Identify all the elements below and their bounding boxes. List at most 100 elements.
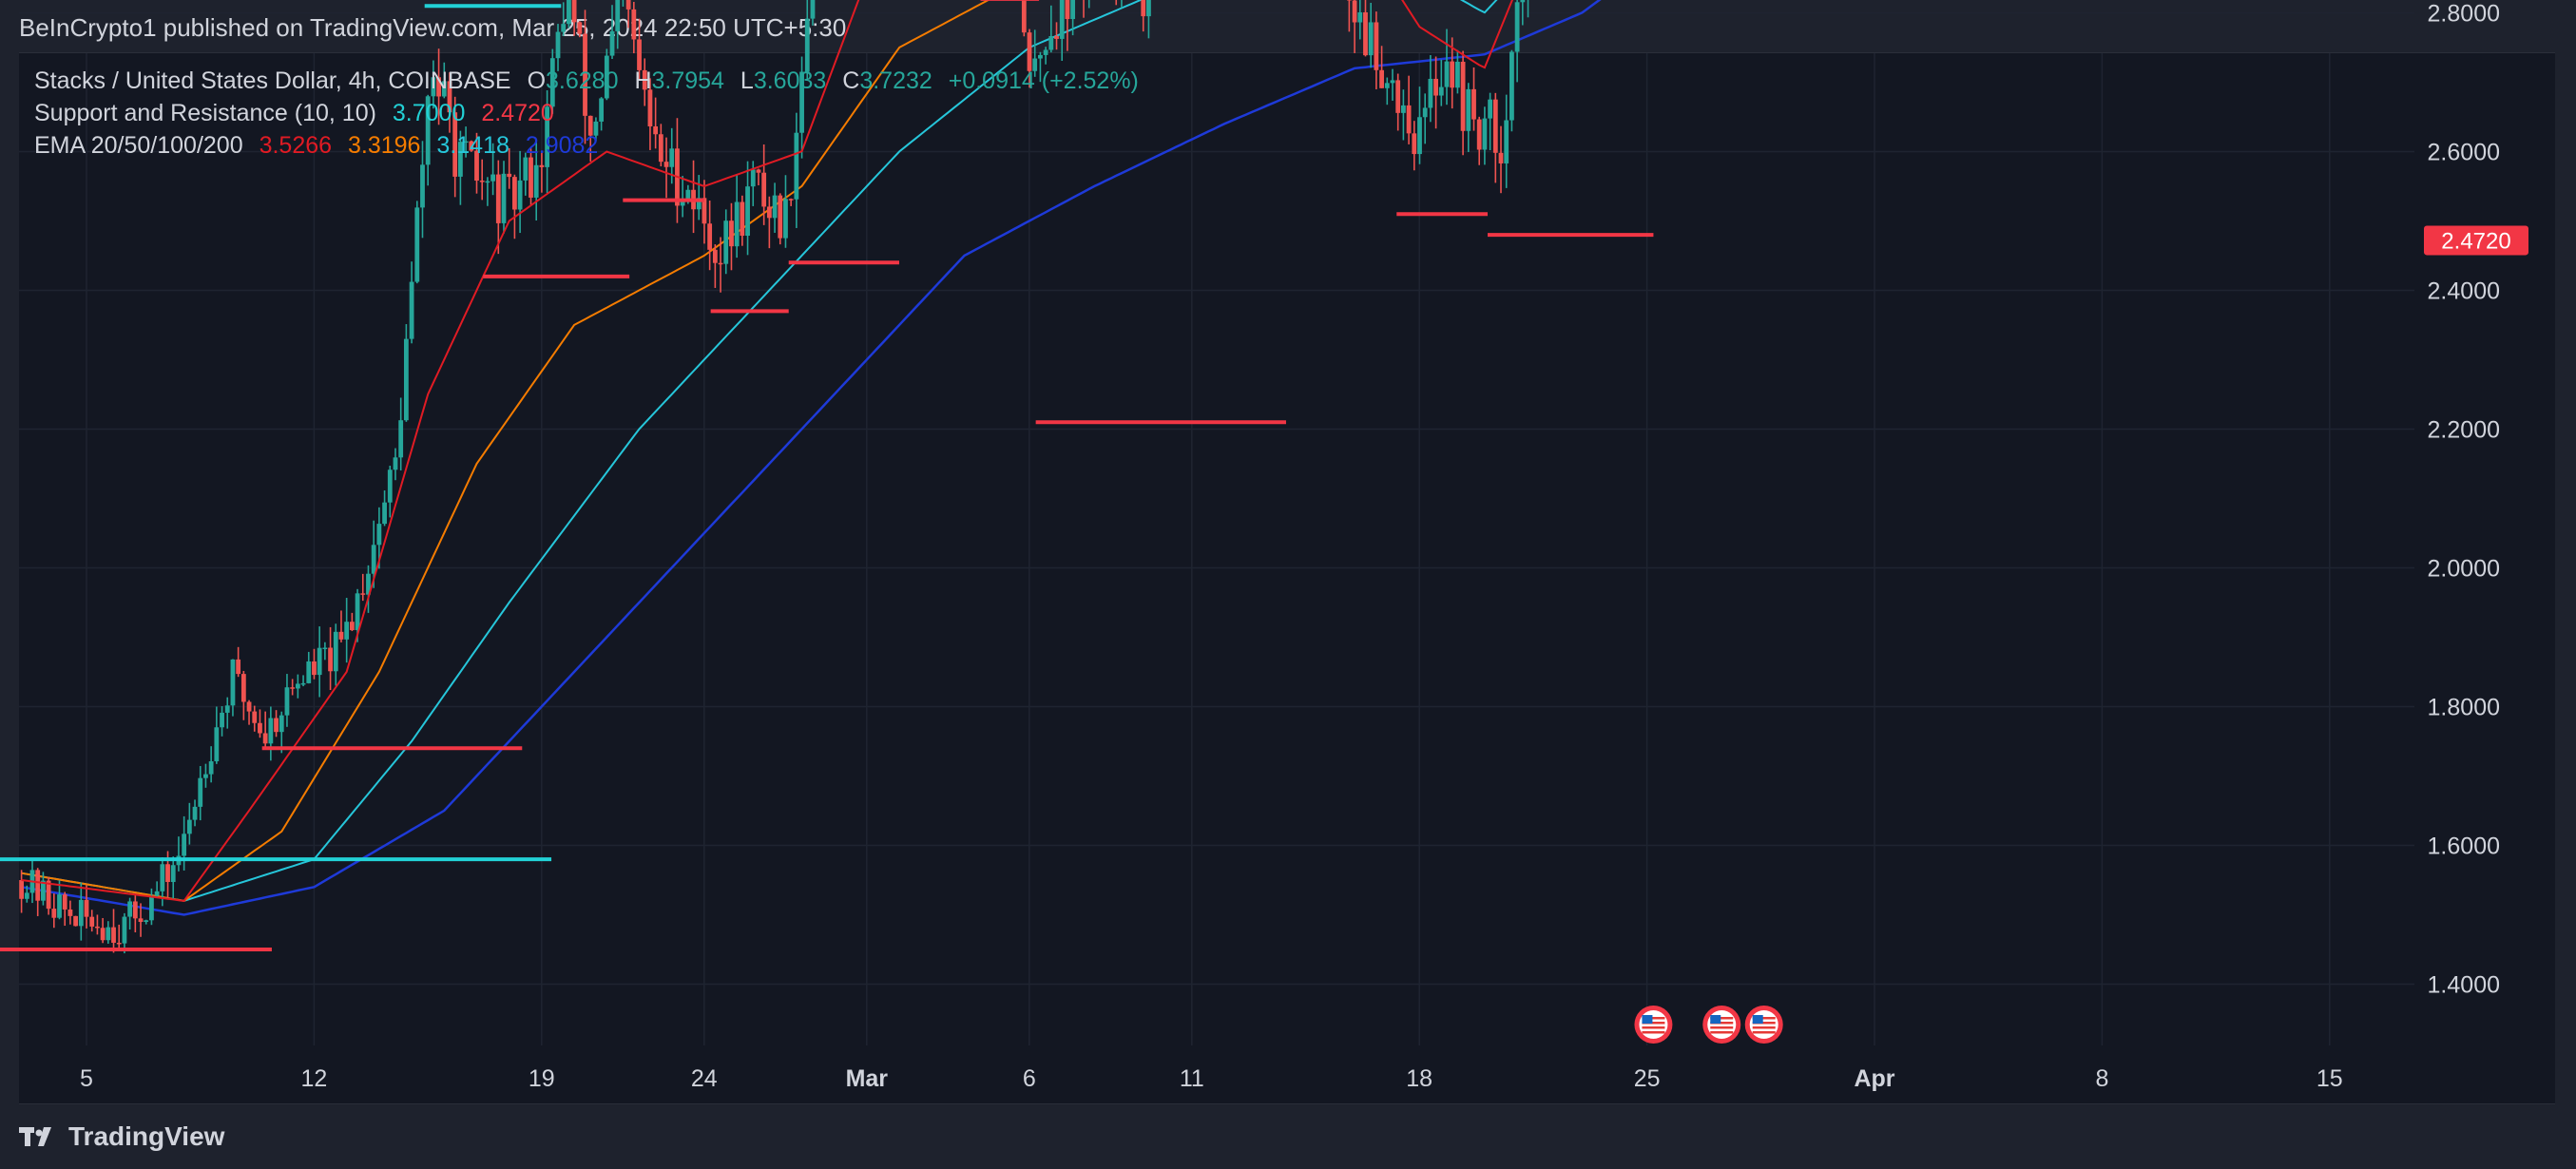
x-tick-label: Mar: [846, 1065, 889, 1092]
candle-body: [1021, 0, 1027, 33]
x-tick-label: 12: [300, 1065, 327, 1092]
candle-body: [1471, 88, 1476, 120]
candle-body: [567, 0, 571, 25]
ema50-value: 3.3196: [348, 132, 421, 159]
candle-body: [533, 164, 539, 198]
candle-body: [740, 201, 745, 237]
candle-body: [1065, 0, 1070, 20]
candle-body: [366, 573, 371, 595]
candle-body: [1032, 58, 1038, 71]
event-flag-inner: [1639, 1010, 1668, 1039]
event-flag-stripe: [1710, 1017, 1734, 1020]
chart-area[interactable]: [19, 52, 2555, 1104]
candle-body: [344, 622, 350, 640]
ema100-value: 3.1418: [436, 132, 509, 159]
legend-ema-line: EMA 20/50/100/200 3.5266 3.3196 3.1418 2…: [34, 129, 1139, 162]
x-tick-label: 19: [529, 1065, 555, 1092]
candle-body: [46, 880, 51, 910]
candle-body: [761, 172, 767, 207]
price-label-bg: [2424, 225, 2528, 256]
candle-body: [1412, 133, 1417, 155]
candle-body: [240, 674, 246, 702]
candle-body: [132, 901, 138, 919]
candle-body: [398, 420, 404, 458]
candle-body: [1059, 0, 1065, 39]
candle-body: [474, 150, 479, 182]
candle-body: [414, 207, 420, 282]
candles: [19, 0, 1529, 954]
candle-body: [1043, 49, 1048, 55]
candle-body: [1514, 2, 1520, 52]
candle-body: [549, 58, 555, 107]
candle-body: [750, 169, 756, 187]
candle-body: [778, 195, 783, 239]
candle-body: [295, 683, 300, 689]
event-flag-canton: [1752, 1015, 1763, 1024]
event-flag-stripe: [1752, 1031, 1776, 1034]
candle-body: [469, 141, 474, 151]
y-tick-label: 1.4000: [2428, 972, 2500, 999]
candle-body: [73, 915, 79, 927]
candle-body: [84, 899, 89, 917]
candle-body: [1498, 152, 1504, 163]
x-tick-label: 25: [1634, 1065, 1661, 1092]
candle-body: [1466, 88, 1471, 131]
candle-body: [138, 918, 144, 923]
candle-body: [371, 545, 376, 574]
candle-body: [349, 622, 355, 631]
candle-body: [322, 647, 328, 650]
event-flag-icon: [1744, 1006, 1783, 1044]
candle-body: [192, 806, 198, 820]
candle-body: [100, 928, 106, 941]
candle-body: [1038, 54, 1043, 59]
candle-body: [523, 157, 529, 181]
candle-body: [1357, 11, 1363, 23]
candle-body: [1048, 35, 1054, 50]
event-flag-stripe: [1710, 1026, 1734, 1029]
candle-body: [529, 157, 533, 198]
candle-body: [328, 647, 333, 672]
candle-body: [306, 661, 312, 683]
candle-body: [268, 718, 274, 744]
candle-body: [317, 647, 322, 676]
footer-brand[interactable]: TradingView: [19, 1121, 224, 1152]
candle-body: [274, 718, 279, 733]
candle-body: [653, 125, 659, 135]
symbol-name[interactable]: Stacks / United States Dollar, 4h, COINB…: [34, 67, 511, 94]
candle-body: [1520, 0, 1526, 3]
candle-body: [1395, 80, 1401, 113]
candle-body: [35, 870, 41, 901]
candle-body: [355, 593, 360, 631]
candle-body: [637, 39, 642, 70]
candle-body: [252, 711, 258, 723]
candle-body: [599, 98, 605, 122]
candle-body: [290, 687, 296, 689]
price-label-text: 2.4720: [2441, 228, 2510, 254]
candle-body: [772, 195, 778, 219]
candle-body: [382, 502, 387, 525]
candle-body: [441, 81, 447, 97]
candle-body: [258, 722, 262, 734]
x-tick-label: 6: [1023, 1065, 1036, 1092]
candle-body: [24, 892, 29, 899]
publish-info: BeInCrypto1 published on TradingView.com…: [19, 13, 847, 42]
candle-body: [783, 199, 788, 239]
candle-body: [403, 338, 409, 421]
candle-body: [409, 281, 414, 339]
candle-body: [810, 0, 816, 19]
price-axis-label: 2.4720: [2424, 225, 2528, 256]
candle-body: [1438, 86, 1444, 96]
candle-body: [284, 687, 290, 716]
candle-body: [609, 30, 615, 56]
candle-body: [1070, 0, 1076, 20]
sr-indicator-name[interactable]: Support and Resistance (10, 10): [34, 100, 376, 126]
low-value: 3.6033: [753, 67, 827, 94]
candle-body: [561, 24, 567, 32]
high-label: H: [634, 67, 652, 94]
ema-indicator-name[interactable]: EMA 20/50/100/200: [34, 132, 243, 159]
candle-body: [1379, 69, 1384, 88]
brand-name: TradingView: [68, 1121, 225, 1151]
candle-body: [1141, 0, 1146, 17]
event-flag-stripe: [1642, 1026, 1665, 1029]
